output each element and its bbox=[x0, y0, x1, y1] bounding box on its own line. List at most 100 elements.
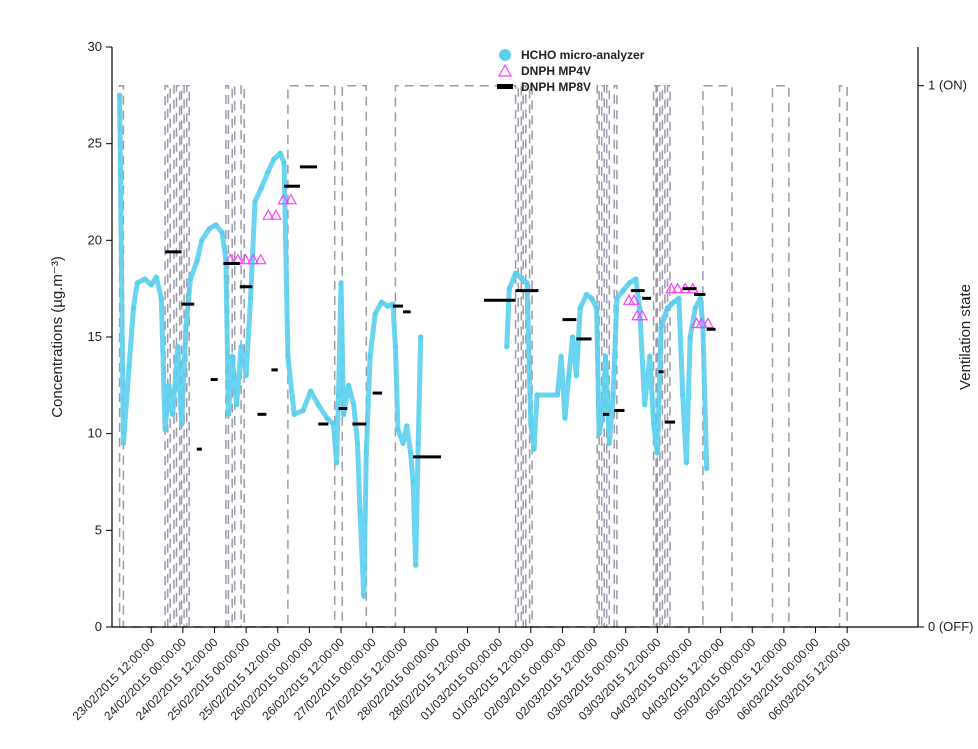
hcho-point bbox=[229, 353, 235, 359]
hcho-point bbox=[524, 280, 530, 286]
hcho-point bbox=[170, 411, 176, 417]
hcho-point bbox=[418, 334, 424, 340]
hcho-point bbox=[285, 353, 291, 359]
hcho-point bbox=[687, 334, 693, 340]
hcho-point bbox=[357, 508, 363, 514]
hcho-point bbox=[395, 427, 401, 433]
hcho-point bbox=[704, 465, 710, 472]
hcho-point bbox=[367, 353, 373, 359]
hcho-point bbox=[626, 280, 633, 286]
hcho-point bbox=[206, 226, 212, 232]
hcho-point bbox=[238, 344, 244, 350]
hcho-point bbox=[519, 276, 525, 282]
hcho-point bbox=[602, 353, 609, 359]
y-tick-label: 5 bbox=[95, 522, 102, 537]
hcho-point bbox=[162, 427, 168, 433]
hcho-point bbox=[194, 259, 200, 265]
hcho-point bbox=[504, 344, 510, 350]
hcho-point bbox=[148, 282, 154, 288]
hcho-point bbox=[392, 344, 398, 350]
hcho-point bbox=[554, 392, 561, 398]
hcho-point bbox=[179, 421, 185, 427]
dnph-mp4v-point bbox=[665, 282, 678, 294]
y-tick-label: 30 bbox=[88, 39, 102, 54]
hcho-point bbox=[166, 382, 172, 388]
hcho-point bbox=[664, 305, 671, 311]
dnph-mp8v-series bbox=[165, 165, 716, 459]
hcho-point bbox=[291, 411, 297, 417]
hcho-point bbox=[372, 311, 378, 317]
legend-label: DNPH MP8V bbox=[521, 80, 591, 94]
hcho-point bbox=[415, 440, 421, 446]
hcho-point bbox=[410, 479, 416, 485]
hcho-series bbox=[117, 92, 710, 599]
hcho-point bbox=[354, 440, 361, 446]
hcho-point bbox=[620, 288, 626, 294]
hcho-point bbox=[633, 276, 639, 282]
hcho-point bbox=[596, 431, 602, 437]
dnph-mp4v-point bbox=[247, 253, 260, 265]
hcho-point bbox=[361, 593, 367, 599]
dnph-mp4v-point bbox=[239, 253, 252, 265]
hcho-point bbox=[647, 353, 653, 359]
hcho-point bbox=[531, 446, 537, 452]
legend-label: DNPH MP4V bbox=[521, 64, 591, 78]
hcho-point bbox=[528, 421, 534, 427]
hcho-point bbox=[187, 276, 193, 282]
y-tick-label: 15 bbox=[88, 329, 102, 344]
hcho-point bbox=[243, 373, 249, 379]
hcho-point bbox=[324, 415, 330, 421]
hcho-point bbox=[183, 324, 189, 330]
hcho-point bbox=[265, 170, 271, 176]
hcho-point bbox=[234, 402, 240, 408]
hcho-point bbox=[513, 270, 519, 276]
hcho-point bbox=[258, 185, 264, 191]
y-tick-label: 25 bbox=[88, 136, 102, 151]
hcho-point bbox=[199, 237, 205, 243]
hcho-point bbox=[614, 295, 620, 301]
hcho-point bbox=[400, 440, 406, 446]
hcho-point bbox=[566, 373, 572, 379]
dnph-mp4v-point bbox=[277, 193, 290, 205]
hcho-point bbox=[277, 150, 283, 156]
dnph-mp4v-point bbox=[627, 294, 640, 305]
y-axis-label: Concentrations (µg.m⁻³) bbox=[49, 256, 66, 418]
hcho-point bbox=[271, 156, 277, 162]
hcho-point bbox=[117, 92, 123, 98]
hcho-point bbox=[589, 295, 595, 301]
y-tick-label: 10 bbox=[88, 426, 102, 441]
hcho-point bbox=[130, 305, 137, 311]
hcho-point bbox=[583, 291, 590, 298]
hcho-point bbox=[642, 402, 648, 408]
hcho-point bbox=[570, 334, 576, 340]
hcho-point bbox=[692, 305, 698, 311]
legend-marker-bar bbox=[497, 84, 513, 89]
dnph-mp4v-point bbox=[671, 282, 684, 294]
hcho-point bbox=[213, 222, 219, 228]
hcho-point bbox=[658, 324, 664, 330]
hcho-point bbox=[637, 305, 643, 311]
dnph-mp4v-point bbox=[701, 317, 714, 329]
y2-axis-label: Ventilation state bbox=[957, 284, 974, 390]
hcho-point bbox=[248, 295, 254, 301]
hcho-point bbox=[534, 392, 540, 398]
hcho-point bbox=[334, 460, 340, 466]
legend: HCHO micro-analyzer DNPH MP4V DNPH MP8V bbox=[497, 48, 645, 94]
hcho-point bbox=[281, 160, 287, 166]
hcho-point bbox=[341, 411, 347, 417]
hcho-point bbox=[225, 411, 231, 417]
hcho-point bbox=[577, 305, 583, 311]
dnph-mp4v-point bbox=[636, 309, 649, 321]
dnph-mp4v-point bbox=[285, 193, 298, 205]
hcho-point bbox=[142, 276, 148, 282]
hcho-point bbox=[335, 392, 342, 398]
hcho-point bbox=[300, 407, 306, 414]
hcho-point bbox=[346, 382, 352, 388]
hcho-point bbox=[315, 402, 321, 408]
hcho-point bbox=[594, 305, 600, 311]
hcho-point bbox=[697, 295, 704, 301]
hcho-point bbox=[606, 440, 612, 446]
hcho-point bbox=[413, 562, 419, 568]
hcho-point bbox=[654, 450, 660, 456]
